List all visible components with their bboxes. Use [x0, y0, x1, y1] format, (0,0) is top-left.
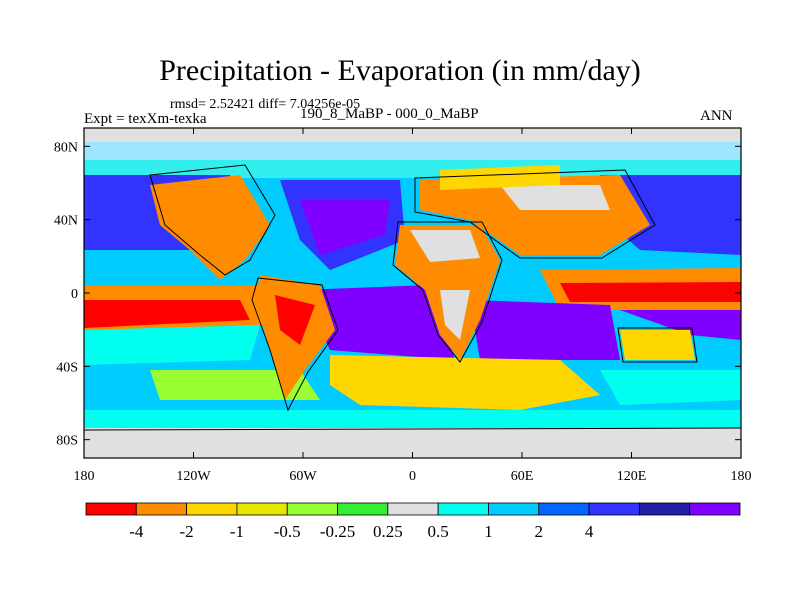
- rmsd-diff-stats: rmsd= 2.52421 diff= 7.04256e-05: [170, 97, 361, 112]
- x-tick-label: 180: [731, 469, 752, 484]
- south-pacific-cyan: [84, 325, 260, 365]
- subarctic-cyan: [84, 160, 741, 178]
- colorbar-swatch: [135, 502, 188, 516]
- x-tick-label: 60W: [289, 469, 317, 484]
- africa-coast: [392, 221, 503, 363]
- colorbar-swatch: [236, 502, 288, 516]
- colorbar-swatch: [286, 502, 338, 516]
- central-asia-gray: [500, 185, 610, 210]
- colorbar-label: 2: [535, 522, 544, 541]
- colorbar-label: -0.25: [320, 522, 355, 541]
- antarctic-coast-cyan: [84, 410, 741, 428]
- eurasia-coast: [414, 169, 656, 259]
- colorbar-swatch: [437, 502, 489, 516]
- southern-ocean-yellow: [330, 355, 600, 410]
- east-pacific-red: [84, 300, 250, 328]
- north-eurasia-yellow: [440, 165, 560, 190]
- indian-ocean-south: [470, 300, 620, 360]
- season-label: ANN: [700, 108, 733, 124]
- colorbar-swatch: [186, 502, 238, 516]
- southern-pacific-green: [150, 370, 320, 400]
- chart-title: Precipitation - Evaporation (in mm/day): [159, 54, 641, 87]
- africa-south-gray: [440, 290, 470, 340]
- y-tick-label: 0: [71, 287, 78, 302]
- north-america-coast: [149, 164, 276, 276]
- sahara-gray: [410, 230, 480, 262]
- north-atlantic-purple: [300, 200, 390, 255]
- colorbar-label: 0.25: [373, 522, 403, 541]
- y-tick-label: 40N: [54, 214, 78, 229]
- amazon-red: [275, 295, 315, 345]
- south-pacific-purple: [620, 310, 741, 340]
- colorbar-swatch: [689, 502, 741, 516]
- australia-coast: [617, 327, 698, 363]
- southern-indian-cyan: [600, 370, 741, 405]
- colorbar-label: -2: [180, 522, 194, 541]
- x-tick-label: 120E: [617, 469, 647, 484]
- y-tick-label: 80N: [54, 140, 78, 155]
- x-tick-label: 120W: [176, 469, 211, 484]
- y-tick-label: 80S: [56, 434, 78, 449]
- colorbar-label: -0.5: [274, 522, 301, 541]
- contour-field: [84, 128, 741, 458]
- colorbar-label: -4: [129, 522, 144, 541]
- colorbar-swatch: [638, 502, 691, 516]
- axis-ticks: 180 120W 60W 0 60E 120E 180 80N 40N 0 40S 80S: [54, 128, 752, 484]
- x-tick-label: 60E: [511, 469, 534, 484]
- colorbar-swatch: [488, 502, 540, 516]
- north-pacific-west: [600, 175, 741, 255]
- colorbar-label: 4: [585, 522, 594, 541]
- colorbar-swatch: [387, 502, 439, 516]
- north-america-orange: [150, 175, 270, 280]
- south-atlantic: [300, 285, 455, 360]
- experiment-label: Expt = texXm-texka: [84, 111, 207, 127]
- colorbar-swatch: [538, 502, 590, 516]
- colorbar-swatch: [85, 502, 137, 516]
- colorbar-label: 1: [484, 522, 493, 541]
- x-tick-label: 180: [74, 469, 95, 484]
- australia-yellow: [620, 330, 695, 360]
- antarctica-coast: [84, 427, 741, 431]
- period-label: 190_8_MaBP - 000_0_MaBP: [300, 106, 479, 122]
- west-pacific-red: [560, 282, 741, 302]
- colorbar-label: -1: [230, 522, 244, 541]
- x-tick-label: 0: [409, 469, 416, 484]
- south-america-coast: [251, 277, 339, 412]
- colorbar-label: 0.5: [428, 522, 449, 541]
- coastlines: [84, 164, 741, 431]
- colorbar-swatch: [588, 502, 640, 516]
- colorbar-swatch: [337, 502, 389, 516]
- y-tick-label: 40S: [56, 360, 78, 375]
- arctic-gray: [84, 128, 741, 142]
- colorbar: -4 -2 -1 -0.5 -0.25 0.25 0.5 1 2 4: [85, 502, 741, 541]
